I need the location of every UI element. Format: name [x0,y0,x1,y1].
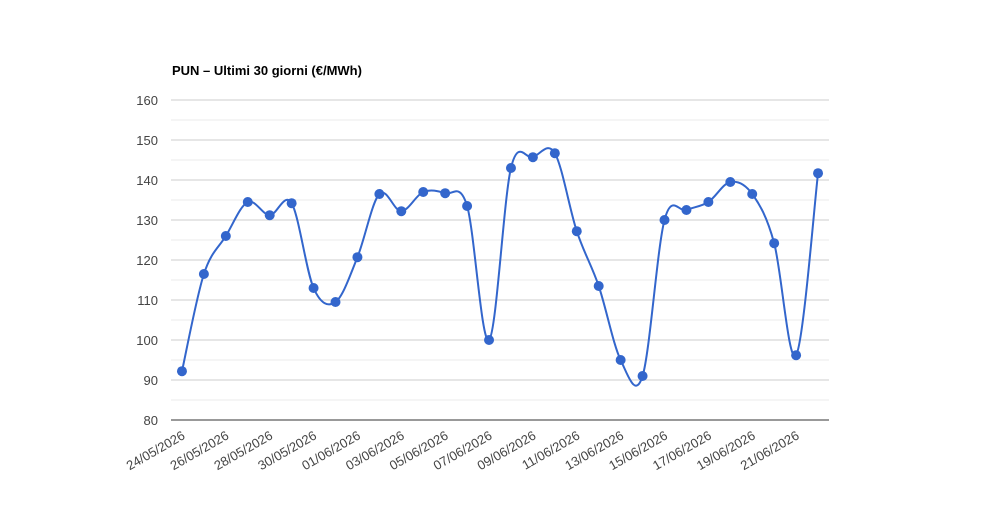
point [703,197,714,207]
point [220,231,231,241]
point [176,366,187,377]
point [418,187,429,197]
point [308,283,319,293]
chart-title: PUN – Ultimi 30 giorni (€/MWh) [172,63,362,78]
point [396,206,407,217]
point [659,215,670,225]
point [484,335,495,345]
point [527,152,538,163]
point [725,177,736,187]
line [180,147,820,387]
point [352,252,363,263]
point [681,205,692,215]
y-tick-label: 150 [136,133,158,148]
point [198,269,209,279]
point [813,168,824,179]
point [747,189,758,199]
point [549,148,560,159]
y-tick-label: 140 [136,173,158,188]
point [440,188,451,199]
y-tick-label: 100 [136,333,158,348]
y-tick-label: 110 [137,293,158,308]
point [791,350,802,361]
point [462,201,473,211]
y-tick-label: 80 [144,413,158,428]
point [264,210,275,221]
point [571,226,582,237]
point [637,371,648,381]
point [286,198,297,209]
point [505,163,516,173]
point [615,355,626,365]
point [593,281,604,291]
point [242,197,253,207]
y-tick-label: 160 [136,93,158,108]
point [769,238,780,249]
point [374,189,385,199]
point [330,297,341,307]
y-tick-label: 90 [144,373,158,388]
y-tick-label: 130 [136,213,158,228]
y-tick-label: 120 [136,253,158,268]
